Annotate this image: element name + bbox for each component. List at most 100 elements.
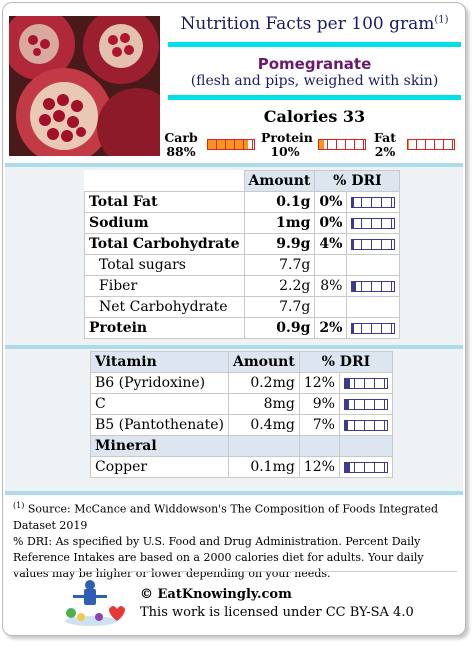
macro-carb-bar <box>207 139 255 150</box>
nutrient-name: Fiber <box>84 275 245 297</box>
nutrient-amount: 0.9g <box>243 317 316 339</box>
eatknowingly-logo-icon <box>61 579 127 627</box>
food-name: Pomegranate <box>257 55 372 73</box>
nutrient-name: Protein <box>84 317 245 339</box>
mineral-header: Mineral <box>90 435 229 457</box>
dri-bar <box>351 196 396 208</box>
table-row: Total Carbohydrate 9.9g 4% <box>84 233 401 255</box>
dri-bar <box>343 398 388 410</box>
nutrient-dri: 0% <box>314 191 348 213</box>
nutrient-name: B5 (Pantothenate) <box>90 414 229 436</box>
dri-note: % DRI: As specified by U.S. Food and Dru… <box>13 534 424 580</box>
table-row: Sodium 1mg 0% <box>84 212 401 234</box>
nutrient-name: Total Carbohydrate <box>84 233 245 255</box>
amount-header: Amount <box>243 170 316 192</box>
table-row: B6 (Pyridoxine) 0.2mg 12% <box>90 372 393 394</box>
nutrient-dri <box>314 254 348 276</box>
table-row: B5 (Pantothenate) 0.4mg 7% <box>90 414 393 436</box>
table-row: C 8mg 9% <box>90 393 393 415</box>
nutrient-dri-bar-cell <box>346 212 401 234</box>
nutrient-dri: 7% <box>298 414 340 436</box>
table-row: Protein 0.9g 2% <box>84 317 401 339</box>
nutrients-table: Amount % DRI Total Fat 0.1g 0% Sodium 1mg 0% T… <box>84 170 401 339</box>
vitamins-table: Vitamin Amount % DRI B6 (Pyridoxine) 0.2m… <box>90 351 393 478</box>
nutrient-dri-bar-cell <box>346 275 401 297</box>
vitamin-dri-header: % DRI <box>298 351 393 373</box>
nutrient-dri: 12% <box>298 372 340 394</box>
macro-protein-bar <box>318 139 366 150</box>
nutrient-dri-bar-cell <box>346 317 401 339</box>
nutrient-amount: 7.7g <box>243 254 316 276</box>
nutrient-dri-bar-cell <box>346 296 401 318</box>
nutrient-name: Net Carbohydrate <box>84 296 245 318</box>
nutrient-amount: 2.2g <box>243 275 316 297</box>
table-row: Fiber 2.2g 8% <box>84 275 401 297</box>
nutrient-dri-bar-cell <box>346 191 401 213</box>
macro-carb-percent: 88% <box>166 144 196 159</box>
nutrient-dri-bar-cell <box>338 456 393 478</box>
nutrient-dri: 2% <box>314 317 348 339</box>
nutrient-dri-bar-cell <box>338 372 393 394</box>
macro-fat-name: Fat <box>373 130 397 145</box>
macro-protein-name: Protein <box>261 130 313 145</box>
table-row: Copper 0.1mg 12% <box>90 456 393 478</box>
license-note: This work is licensed under CC BY-SA 4.0 <box>140 605 414 620</box>
nutrient-amount: 0.2mg <box>227 372 300 394</box>
header-rule-bottom <box>168 95 461 100</box>
vitamin-amount-header: Amount <box>227 351 300 373</box>
calories-label: Calories 33 <box>263 107 366 126</box>
nutrient-dri-bar-cell <box>346 254 401 276</box>
nutrient-name: C <box>90 393 229 415</box>
macro-carb-name: Carb <box>164 130 198 145</box>
label-title: Nutrition Facts per 100 gram(1) <box>180 14 449 34</box>
nutrition-card: Nutrition Facts per 100 gram(1) Pomegran… <box>2 2 466 636</box>
macro-carb: Carb 88% <box>163 131 199 159</box>
macro-fat-percent: 2% <box>374 144 396 159</box>
section-divider-1 <box>5 163 463 167</box>
nutrient-name: Copper <box>90 456 229 478</box>
pomegranate-photo <box>9 16 160 156</box>
dri-bar <box>343 377 388 389</box>
dri-header: % DRI <box>314 170 401 192</box>
nutrient-name: B6 (Pyridoxine) <box>90 372 229 394</box>
table-row: Total Fat 0.1g 0% <box>84 191 401 213</box>
nutrient-name: Total Fat <box>84 191 245 213</box>
macro-protein: Protein 10% <box>261 130 313 159</box>
dri-bar <box>351 280 396 292</box>
nutrient-amount: 0.1mg <box>227 456 300 478</box>
source-note: (1) Source: McCance and Widdowson's The … <box>13 501 439 532</box>
macro-fat-bar <box>407 139 455 150</box>
section-divider-3 <box>5 491 463 495</box>
food-description: (flesh and pips, weighed with skin) <box>190 73 439 89</box>
nutrient-amount: 0.1g <box>243 191 316 213</box>
nutrient-amount: 1mg <box>243 212 316 234</box>
table-row: Net Carbohydrate 7.7g <box>84 296 401 318</box>
site-credit: © EatKnowingly.com <box>140 587 292 602</box>
nutrient-dri-bar-cell <box>338 414 393 436</box>
nutrient-dri: 12% <box>298 456 340 478</box>
table-row: Total sugars 7.7g <box>84 254 401 276</box>
nutrient-dri <box>314 296 348 318</box>
dri-bar <box>351 217 396 229</box>
nutrient-dri: 8% <box>314 275 348 297</box>
nutrient-name: Sodium <box>84 212 245 234</box>
nutrient-amount: 0.4mg <box>227 414 300 436</box>
nutrient-dri-bar-cell <box>346 233 401 255</box>
dri-bar <box>343 461 388 473</box>
nutrient-dri: 9% <box>298 393 340 415</box>
header-rule-top <box>168 42 461 47</box>
vitamin-header: Vitamin <box>90 351 229 373</box>
footnote: (1) Source: McCance and Widdowson's The … <box>13 498 459 582</box>
nutrient-dri: 0% <box>314 212 348 234</box>
nutrient-dri: 4% <box>314 233 348 255</box>
dri-bar <box>351 322 396 334</box>
section-divider-2 <box>5 345 463 349</box>
nutrient-amount: 8mg <box>227 393 300 415</box>
footer-divider <box>13 571 457 572</box>
macro-protein-percent: 10% <box>270 144 300 159</box>
nutrient-amount: 9.9g <box>243 233 316 255</box>
nutrient-dri-bar-cell <box>338 393 393 415</box>
macro-fat: Fat 2% <box>371 131 399 159</box>
nutrient-name: Total sugars <box>84 254 245 276</box>
nutrient-amount: 7.7g <box>243 296 316 318</box>
